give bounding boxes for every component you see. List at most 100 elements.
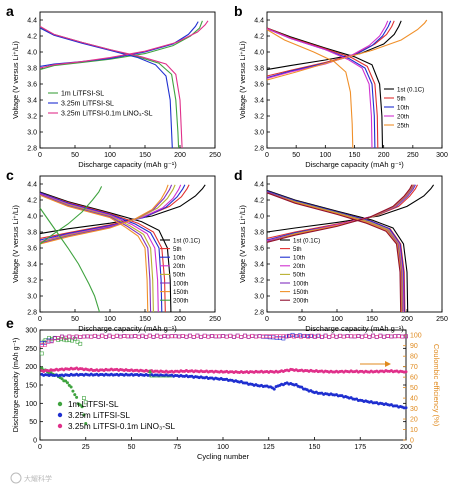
ce-marker	[155, 333, 160, 338]
x-tick-label: 50	[128, 444, 136, 451]
capacity-marker	[75, 395, 79, 399]
x-tick-label: 25	[82, 444, 90, 451]
legend-label: 3.25m LiTFSI-0.1m LiNO₃-SL	[68, 422, 176, 431]
ce-marker	[63, 335, 68, 340]
y-tick-label: 200	[25, 364, 37, 371]
series-discharge-curve	[39, 207, 101, 313]
ce-marker	[151, 335, 156, 339]
ce-marker	[93, 333, 97, 338]
ce-marker	[356, 334, 361, 338]
panel-a: a 0 50 100 150 200 250 2.8 3.0 3.2 3.4 3.6 3.8 4.0 4.2…	[6, 3, 221, 169]
y-tick-label: 4.4	[27, 18, 37, 25]
ce-marker	[285, 334, 289, 339]
ce-marker	[191, 335, 196, 339]
series-charge-curve	[39, 184, 186, 241]
legend-label: 3.25m LiTFSI-SL	[61, 100, 114, 107]
ce-marker	[43, 342, 48, 347]
y-tick-label: 50	[29, 419, 37, 426]
ce-marker	[235, 333, 240, 338]
ce-marker	[85, 334, 90, 339]
ce-marker	[202, 333, 207, 338]
x-tick-label: 50	[71, 152, 79, 159]
x-axis-label: Discharge capacity (mAh g⁻¹)	[78, 160, 177, 169]
watermark: 大耀科学	[10, 472, 52, 484]
ce-marker	[96, 334, 101, 339]
y-tick-label: 3.0	[254, 130, 264, 137]
ce-marker	[136, 334, 141, 339]
x-tick-label: 50	[298, 316, 306, 323]
ce-marker	[254, 334, 258, 339]
ce-marker	[133, 334, 138, 338]
x-tick-label: 50	[292, 152, 300, 159]
y-tick-label: 3.4	[254, 98, 264, 105]
legend-marker	[57, 412, 63, 418]
ce-marker	[367, 334, 372, 339]
series-discharge-curve	[266, 192, 402, 313]
legend-label: 25th	[397, 122, 410, 129]
capacity-marker	[71, 389, 75, 393]
series-charge-curve	[266, 20, 402, 71]
y-tick-label: 3.6	[27, 246, 37, 253]
series-charge-curve	[39, 184, 182, 243]
ce-marker	[111, 334, 116, 339]
ce-marker	[136, 334, 141, 339]
ce-marker	[320, 335, 325, 339]
ce-marker	[202, 333, 207, 338]
series-discharge-curve	[266, 190, 406, 313]
y2-axis-label: Coulombic efficiency (%)	[432, 344, 441, 427]
y-tick-label: 100	[25, 401, 37, 408]
ce-marker	[162, 334, 167, 338]
ce-marker	[224, 334, 229, 339]
x-tick-label: 150	[349, 152, 361, 159]
ce-marker	[151, 335, 156, 339]
ce-marker	[78, 341, 83, 346]
x-axis-label: Discharge capacity (mAh g⁻¹)	[305, 324, 404, 333]
panel-letter: c	[6, 167, 14, 183]
ce-marker	[188, 333, 192, 338]
ce-marker	[60, 334, 64, 339]
ce-marker	[184, 334, 189, 339]
ce-marker	[271, 334, 276, 339]
panel-c: c 0 50 100 150 200 250 2.8 3.0 3.2 3.4 3.6 3.8 4.0 4.2…	[6, 167, 221, 333]
legend-label: 50th	[173, 272, 186, 279]
ce-marker	[89, 334, 94, 339]
x-tick-label: 0	[38, 444, 42, 451]
ce-marker	[360, 334, 364, 339]
y-axis-label: Discharge capacity (mAh g⁻¹)	[11, 338, 20, 432]
ce-marker	[173, 334, 178, 339]
ce-marker	[188, 333, 192, 338]
ce-marker	[309, 333, 314, 338]
y-tick-label: 3.8	[254, 230, 264, 237]
series-charge-curve	[266, 20, 389, 79]
legend-label: 20th	[173, 263, 186, 270]
ce-marker	[385, 334, 390, 338]
ce-marker	[235, 333, 240, 338]
watermark-text: 大耀科学	[24, 474, 52, 483]
ce-marker	[122, 334, 127, 338]
series-charge-curve	[39, 184, 176, 243]
y2-tick-label: 60	[410, 375, 418, 382]
series-charge-curve	[266, 184, 435, 233]
ce-marker	[180, 334, 185, 338]
ce-marker	[129, 334, 134, 339]
x-tick-label: 250	[209, 152, 221, 159]
ce-marker	[243, 333, 247, 338]
ce-marker	[114, 333, 119, 338]
y-tick-label: 2.8	[254, 310, 264, 317]
ce-marker	[306, 334, 311, 339]
ce-marker	[257, 334, 262, 339]
ce-marker	[246, 334, 251, 339]
ce-marker	[118, 334, 123, 339]
ce-marker	[213, 334, 218, 339]
series-charge-curve	[266, 20, 395, 77]
ce-marker	[400, 334, 405, 339]
series-discharge-curve	[39, 193, 159, 313]
series-charge-curve	[266, 20, 392, 79]
y-tick-label: 4.4	[27, 182, 37, 189]
series-charge-curve	[39, 184, 169, 245]
capacity-marker	[84, 422, 88, 425]
y-tick-label: 3.8	[27, 66, 37, 73]
panel-letter: d	[234, 167, 243, 183]
y2-tick-label: 90	[410, 343, 418, 350]
y-tick-label: 3.2	[254, 114, 264, 121]
